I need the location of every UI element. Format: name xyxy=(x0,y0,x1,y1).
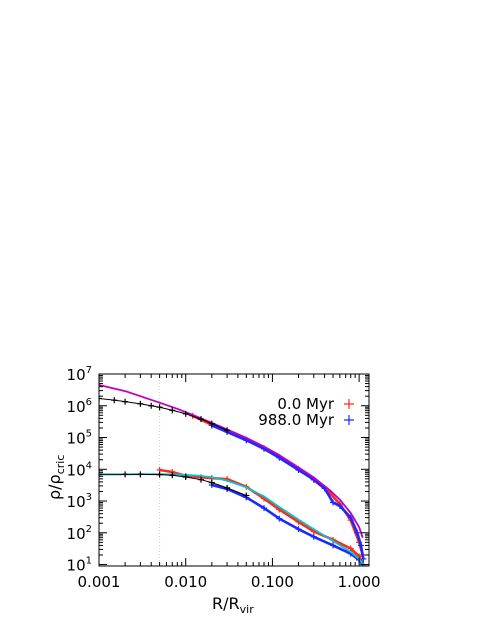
data-point-lower-binned-5 xyxy=(182,474,189,481)
x-axis-label: R/Rvir xyxy=(212,594,254,616)
legend-marker-1 xyxy=(344,415,354,425)
legend-label-initial: 0.0 Myr xyxy=(277,395,334,413)
data-point-lower-binned-8 xyxy=(224,484,231,491)
data-point-upper-binned-8 xyxy=(197,416,204,423)
data-point-lower-binned-7 xyxy=(208,479,215,486)
y-tick-label: 104 xyxy=(67,460,92,479)
data-point-lower-binned-3 xyxy=(156,471,163,478)
data-point-upper-final-11 xyxy=(354,529,361,536)
data-point-lower-final-6 xyxy=(310,533,317,540)
data-point-upper-binned-7 xyxy=(182,410,189,417)
data-point-upper-final-9 xyxy=(336,502,343,509)
data-point-lower-binned-4 xyxy=(169,472,176,479)
y-tick-label: 102 xyxy=(67,524,92,543)
plot-frame xyxy=(98,373,370,567)
series-line-lower-final xyxy=(211,483,364,566)
legend-marker-0 xyxy=(344,399,354,409)
series-lower-initial xyxy=(156,466,367,566)
data-point-lower-binned-2 xyxy=(137,471,144,478)
y-tick-label: 107 xyxy=(67,365,92,384)
data-point-upper-binned-10 xyxy=(224,427,231,434)
data-point-lower-final-3 xyxy=(261,505,268,512)
data-point-lower-initial-12 xyxy=(347,545,354,552)
x-axis-label-subscript: vir xyxy=(240,603,255,616)
data-point-lower-binned-9 xyxy=(243,492,250,499)
data-point-lower-final-5 xyxy=(295,526,302,533)
data-point-upper-binned-3 xyxy=(137,400,144,407)
y-tick-label: 106 xyxy=(67,397,92,416)
y-tick-label: 101 xyxy=(67,556,92,575)
x-tick-label: 1.000 xyxy=(338,573,381,591)
data-point-upper-final-12 xyxy=(357,542,364,549)
data-point-upper-binned-4 xyxy=(148,402,155,409)
data-point-upper-binned-9 xyxy=(208,420,215,427)
series-lower-final xyxy=(208,481,366,566)
data-point-lower-binned-6 xyxy=(197,476,204,483)
y-tick-label: 105 xyxy=(67,429,92,448)
legend-label-final: 988.0 Myr xyxy=(258,411,335,429)
x-tick-label: 0.010 xyxy=(164,573,207,591)
x-tick-label: 0.100 xyxy=(251,573,294,591)
data-point-lower-final-4 xyxy=(276,515,283,522)
plot-area xyxy=(99,374,367,566)
series-lower-binned xyxy=(99,471,250,499)
series-upper-binned xyxy=(99,395,231,434)
data-point-lower-binned-1 xyxy=(122,471,129,478)
data-point-lower-final-7 xyxy=(330,542,337,549)
series-line-upper-nfw-fit xyxy=(99,384,364,538)
data-point-upper-binned-6 xyxy=(169,407,176,414)
y-axis-label: ρ/ρcric xyxy=(45,455,67,500)
data-point-upper-binned-0 xyxy=(99,395,102,402)
data-point-upper-final-8 xyxy=(330,499,337,506)
data-point-upper-binned-5 xyxy=(156,404,163,411)
series-line-upper-final xyxy=(211,424,365,560)
series-line-lower-initial xyxy=(159,468,365,566)
series-line-lower-binned xyxy=(99,473,247,496)
data-point-upper-binned-1 xyxy=(111,397,118,404)
series-upper-nfw-fit xyxy=(99,384,364,538)
x-tick-label: 0.001 xyxy=(78,573,121,591)
data-point-upper-binned-2 xyxy=(122,398,129,405)
legend: 0.0 Myr 988.0 Myr xyxy=(258,395,354,429)
y-axis-label-subscript: cric xyxy=(54,455,67,475)
y-tick-label: 103 xyxy=(67,492,92,511)
